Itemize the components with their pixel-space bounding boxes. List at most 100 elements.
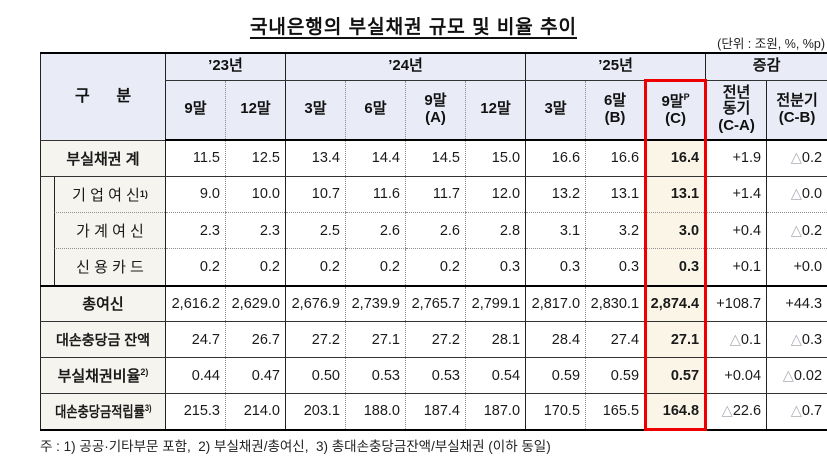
col-header-25-06-B: 6말 (B) bbox=[585, 80, 646, 141]
data-cell: 10.0 bbox=[225, 176, 286, 213]
data-cell: △0.3 bbox=[766, 321, 827, 358]
data-cell: 0.44 bbox=[165, 357, 226, 394]
data-cell: 0.53 bbox=[345, 357, 406, 394]
data-cell: +108.7 bbox=[705, 285, 767, 322]
table-row-loan-loss-reserve: 대손충당금 잔액 24.7 26.7 27.2 27.1 27.2 28.1 2… bbox=[40, 321, 827, 358]
page-title: 국내은행의 부실채권 규모 및 비율 추이 bbox=[249, 17, 578, 38]
row-label: 부실채권 계 bbox=[40, 140, 166, 177]
category-header: 구 분 bbox=[40, 52, 166, 141]
data-cell-highlighted: 27.1 bbox=[644, 321, 708, 358]
data-cell: 187.4 bbox=[405, 393, 466, 431]
data-cell: 187.0 bbox=[464, 393, 526, 431]
data-cell: 16.6 bbox=[585, 140, 646, 177]
data-cell: 0.3 bbox=[464, 248, 526, 287]
data-cell: 28.1 bbox=[464, 321, 526, 358]
row-label: 부실채권비율2) bbox=[40, 357, 166, 394]
data-cell: 165.5 bbox=[585, 393, 646, 431]
data-cell: +1.9 bbox=[705, 140, 767, 177]
data-cell: 0.2 bbox=[225, 248, 286, 287]
data-cell: △0.2 bbox=[766, 212, 827, 249]
data-cell: +0.04 bbox=[705, 357, 767, 394]
col-header-23-09: 9말 bbox=[165, 80, 226, 141]
data-cell: 24.7 bbox=[165, 321, 226, 358]
data-cell: 2.6 bbox=[405, 212, 466, 249]
data-cell: △0.7 bbox=[766, 393, 827, 431]
data-cell: 3.2 bbox=[585, 212, 646, 249]
data-cell: 13.2 bbox=[525, 176, 586, 213]
data-cell: 9.0 bbox=[165, 176, 226, 213]
data-cell: 2.3 bbox=[165, 212, 226, 249]
col-header-24-09-A: 9말 (A) bbox=[405, 80, 466, 141]
col-header-24-03: 3말 bbox=[285, 80, 346, 141]
data-cell: 12.5 bbox=[225, 140, 286, 177]
data-cell: 2.6 bbox=[345, 212, 406, 249]
col-header-25-09-C-highlighted: 9말P (C) bbox=[644, 78, 708, 141]
header-group-row: 구 분 ’23년 ’24년 ’25년 증감 bbox=[40, 52, 827, 141]
table-row-npl-ratio: 부실채권비율2) 0.44 0.47 0.50 0.53 0.53 0.54 0… bbox=[40, 357, 827, 394]
row-label: 신 용 카 드 bbox=[40, 248, 166, 287]
data-cell: 2,629.0 bbox=[225, 285, 286, 322]
npl-table: 구 분 ’23년 ’24년 ’25년 증감 9말 12말 3말 6말 9말 (A)… bbox=[40, 52, 827, 431]
data-cell-highlighted: 13.1 bbox=[644, 176, 708, 213]
col-header-yoy-change: 전년 동기 (C-A) bbox=[705, 80, 767, 141]
data-cell: 11.7 bbox=[405, 176, 466, 213]
data-cell: 27.2 bbox=[405, 321, 466, 358]
data-cell: △0.0 bbox=[766, 176, 827, 213]
data-cell-highlighted: 16.4 bbox=[644, 140, 708, 177]
data-cell: +1.4 bbox=[705, 176, 767, 213]
data-cell-highlighted: 3.0 bbox=[644, 212, 708, 249]
data-cell: 0.59 bbox=[585, 357, 646, 394]
data-cell: 0.50 bbox=[285, 357, 346, 394]
data-cell: 12.0 bbox=[464, 176, 526, 213]
data-cell: △0.02 bbox=[766, 357, 827, 394]
row-label: 대손충당금적립률3) bbox=[40, 393, 166, 431]
table-row-total-loans: 총여신 2,616.2 2,629.0 2,676.9 2,739.9 2,76… bbox=[40, 285, 827, 322]
data-cell: 11.5 bbox=[165, 140, 226, 177]
data-cell: 13.1 bbox=[585, 176, 646, 213]
data-cell: 214.0 bbox=[225, 393, 286, 431]
table-row-household-loans: 가 계 여 신 2.3 2.3 2.5 2.6 2.6 2.8 3.1 3.2 … bbox=[40, 212, 827, 249]
data-cell: △22.6 bbox=[705, 393, 767, 431]
row-label: 대손충당금 잔액 bbox=[40, 321, 166, 358]
data-cell-highlighted: 0.3 bbox=[644, 248, 708, 287]
header-month-row: 9말 12말 3말 6말 9말 (A) 12말 3말 6말 (B) 9말P (C) 전… bbox=[41, 78, 827, 141]
data-cell: 13.4 bbox=[285, 140, 346, 177]
data-cell: 0.59 bbox=[525, 357, 586, 394]
col-header-24-12: 12말 bbox=[464, 80, 526, 141]
data-cell: 2,765.7 bbox=[405, 285, 466, 322]
data-cell: 0.2 bbox=[405, 248, 466, 287]
data-cell: 203.1 bbox=[285, 393, 346, 431]
group-header-2024: ’24년 bbox=[284, 52, 526, 81]
data-cell: 3.1 bbox=[525, 212, 586, 249]
row-label: 기 업 여 신 1) bbox=[40, 176, 166, 213]
group-header-2025: ’25년 bbox=[525, 52, 706, 81]
data-cell-highlighted: 164.8 bbox=[644, 393, 708, 431]
data-cell: 2,799.1 bbox=[464, 285, 526, 322]
row-label: 가 계 여 신 bbox=[40, 212, 166, 249]
group-header-2023: ’23년 bbox=[165, 52, 286, 81]
data-cell-highlighted: 0.57 bbox=[644, 357, 708, 394]
data-cell: +0.4 bbox=[705, 212, 767, 249]
col-header-23-12: 12말 bbox=[225, 80, 286, 141]
data-cell: 2.8 bbox=[464, 212, 526, 249]
data-cell: △0.2 bbox=[766, 140, 827, 177]
data-cell: 215.3 bbox=[165, 393, 226, 431]
group-header-change: 증감 bbox=[705, 52, 827, 81]
col-header-qoq-change: 전분기 (C-B) bbox=[766, 80, 827, 141]
row-label: 총여신 bbox=[40, 285, 166, 322]
table-row-npl-total: 부실채권 계 11.5 12.5 13.4 14.4 14.5 15.0 16.… bbox=[40, 140, 827, 177]
data-cell: 2,739.9 bbox=[345, 285, 406, 322]
data-cell-highlighted: 2,874.4 bbox=[644, 285, 708, 322]
data-cell: 2.5 bbox=[285, 212, 346, 249]
data-cell: 16.6 bbox=[525, 140, 586, 177]
data-cell: +44.3 bbox=[766, 285, 827, 322]
data-cell: 11.6 bbox=[345, 176, 406, 213]
data-cell: 0.3 bbox=[585, 248, 646, 287]
data-cell: 2,616.2 bbox=[165, 285, 226, 322]
data-cell: 2,817.0 bbox=[525, 285, 586, 322]
data-cell: 27.1 bbox=[345, 321, 406, 358]
data-cell: 10.7 bbox=[285, 176, 346, 213]
data-cell: 0.2 bbox=[165, 248, 226, 287]
unit-note: (단위 : 조원, %, %p) bbox=[717, 37, 825, 51]
footnote: 주 : 1) 공공·기타부문 포함, 2) 부실채권/총여신, 3) 총대손충당… bbox=[40, 439, 551, 454]
